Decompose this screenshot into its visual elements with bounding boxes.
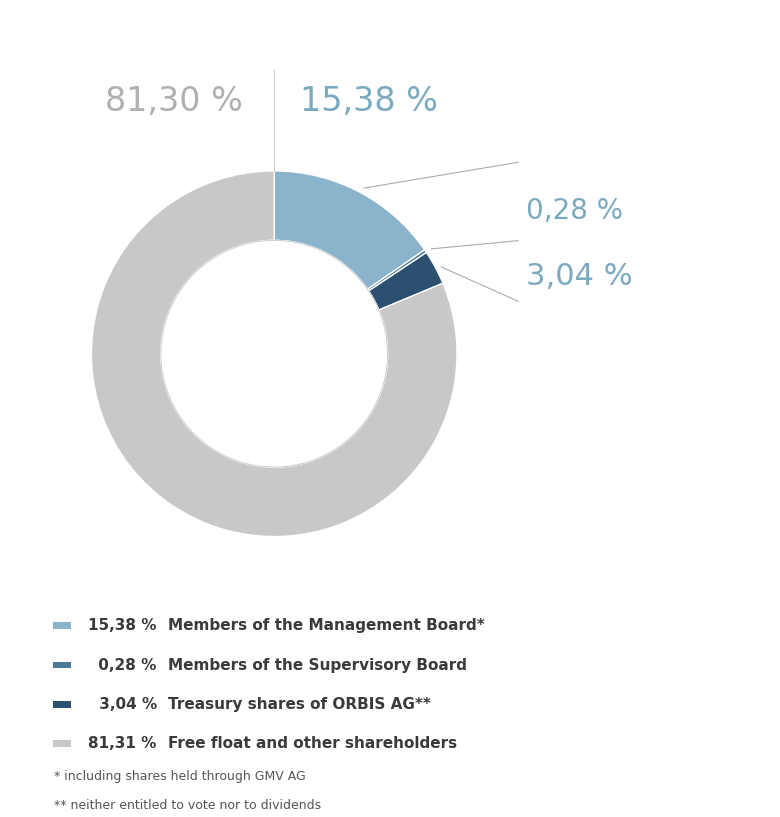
Text: * including shares held through GMV AG: * including shares held through GMV AG: [45, 770, 305, 784]
Bar: [53, 701, 71, 708]
Wedge shape: [369, 252, 443, 310]
Text: 81,30 %: 81,30 %: [105, 85, 243, 118]
Text: 0,28 %: 0,28 %: [526, 197, 623, 225]
Circle shape: [161, 240, 388, 467]
Text: 15,38 %: 15,38 %: [300, 85, 438, 118]
Text: 3,04 %: 3,04 %: [94, 697, 157, 712]
Bar: [53, 623, 71, 629]
Wedge shape: [91, 171, 457, 537]
Text: Members of the Supervisory Board: Members of the Supervisory Board: [168, 658, 466, 672]
Bar: [53, 740, 71, 747]
Wedge shape: [275, 171, 424, 289]
Text: 0,28 %: 0,28 %: [94, 658, 157, 672]
Text: 15,38 %: 15,38 %: [88, 618, 157, 633]
Text: 81,31 %: 81,31 %: [88, 736, 157, 751]
Wedge shape: [367, 250, 427, 291]
Text: Members of the Management Board*: Members of the Management Board*: [168, 618, 484, 633]
Text: ** neither entitled to vote nor to dividends: ** neither entitled to vote nor to divid…: [45, 799, 321, 812]
Text: Treasury shares of ORBIS AG**: Treasury shares of ORBIS AG**: [168, 697, 431, 712]
Bar: [53, 662, 71, 668]
Text: 3,04 %: 3,04 %: [526, 262, 633, 292]
Text: Free float and other shareholders: Free float and other shareholders: [168, 736, 456, 751]
